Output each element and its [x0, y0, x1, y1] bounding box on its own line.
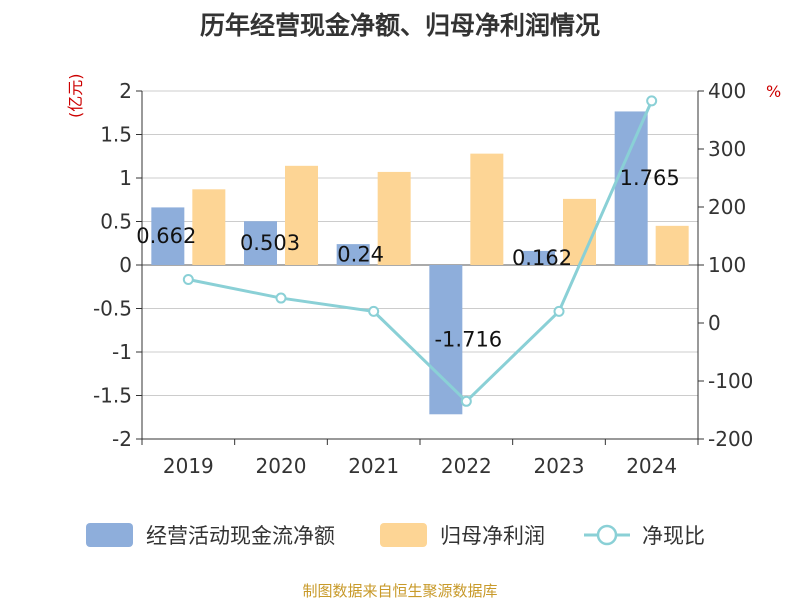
- net-profit-bar: [192, 189, 226, 265]
- left-tick-label: 2: [119, 79, 132, 103]
- net-profit-bar: [377, 171, 411, 265]
- cash-flow-data-label: -1.716: [434, 328, 502, 352]
- legend-label-ratio: 净现比: [642, 524, 705, 548]
- left-tick-label: -1.5: [93, 384, 132, 408]
- cash-flow-bar: [336, 244, 370, 265]
- x-tick-label: 2022: [441, 454, 492, 478]
- right-tick-label: 200: [708, 195, 746, 219]
- ratio-point: [460, 395, 472, 407]
- right-tick-label: 400: [708, 79, 746, 103]
- net-profit-bar: [285, 165, 318, 265]
- right-axis-unit: %: [766, 82, 782, 101]
- net-profit-bar: [563, 198, 596, 265]
- x-tick-label: 2023: [534, 454, 585, 478]
- left-tick-label: 0: [119, 253, 132, 277]
- ratio-point: [368, 305, 380, 317]
- legend-label-net-profit: 归母净利润: [440, 524, 545, 548]
- cash-flow-bar: [522, 250, 555, 265]
- x-tick-label: 2020: [256, 454, 307, 478]
- right-tick-label: -200: [708, 427, 753, 451]
- cash-flow-data-label: 0.503: [240, 231, 300, 255]
- legend-marker-ratio: [596, 524, 618, 546]
- left-tick-label: 0.5: [100, 210, 132, 234]
- cash-flow-bar: [429, 265, 463, 415]
- source-note: 制图数据来自恒生聚源数据库: [302, 582, 498, 600]
- right-tick-label: -100: [708, 369, 753, 393]
- cash-flow-data-label: 0.162: [512, 246, 572, 270]
- legend-swatch-cash-flow: [86, 523, 133, 547]
- ratio-point: [553, 305, 565, 317]
- chart-title: 历年经营现金净额、归母净利润情况: [199, 11, 600, 40]
- right-tick-label: 0: [708, 311, 721, 335]
- legend-swatch-net-profit: [380, 523, 427, 547]
- right-tick-label: 300: [708, 137, 746, 161]
- net-profit-bar: [655, 225, 689, 265]
- left-tick-label: -1: [112, 340, 132, 364]
- left-tick-label: -0.5: [93, 297, 132, 321]
- cash-flow-bar: [244, 221, 277, 265]
- cash-flow-bar: [151, 207, 185, 265]
- ratio-point: [275, 292, 287, 304]
- legend-label-cash-flow: 经营活动现金流净额: [146, 524, 335, 548]
- x-tick-label: 2019: [163, 454, 214, 478]
- ratio-line: [188, 100, 654, 404]
- left-tick-label: 1: [119, 166, 132, 190]
- cash-flow-data-label: 0.24: [337, 243, 384, 267]
- left-tick-label: -2: [112, 427, 132, 451]
- cash-flow-data-label: 0.662: [136, 224, 196, 248]
- net-profit-bar: [470, 153, 504, 265]
- cash-flow-bar: [614, 111, 648, 265]
- right-tick-label: 100: [708, 253, 746, 277]
- ratio-point: [646, 95, 658, 107]
- ratio-point: [182, 274, 194, 285]
- x-tick-label: 2024: [626, 454, 677, 478]
- left-tick-label: 1.5: [100, 123, 132, 147]
- x-tick-label: 2021: [348, 454, 399, 478]
- cash-flow-data-label: 1.765: [620, 166, 680, 190]
